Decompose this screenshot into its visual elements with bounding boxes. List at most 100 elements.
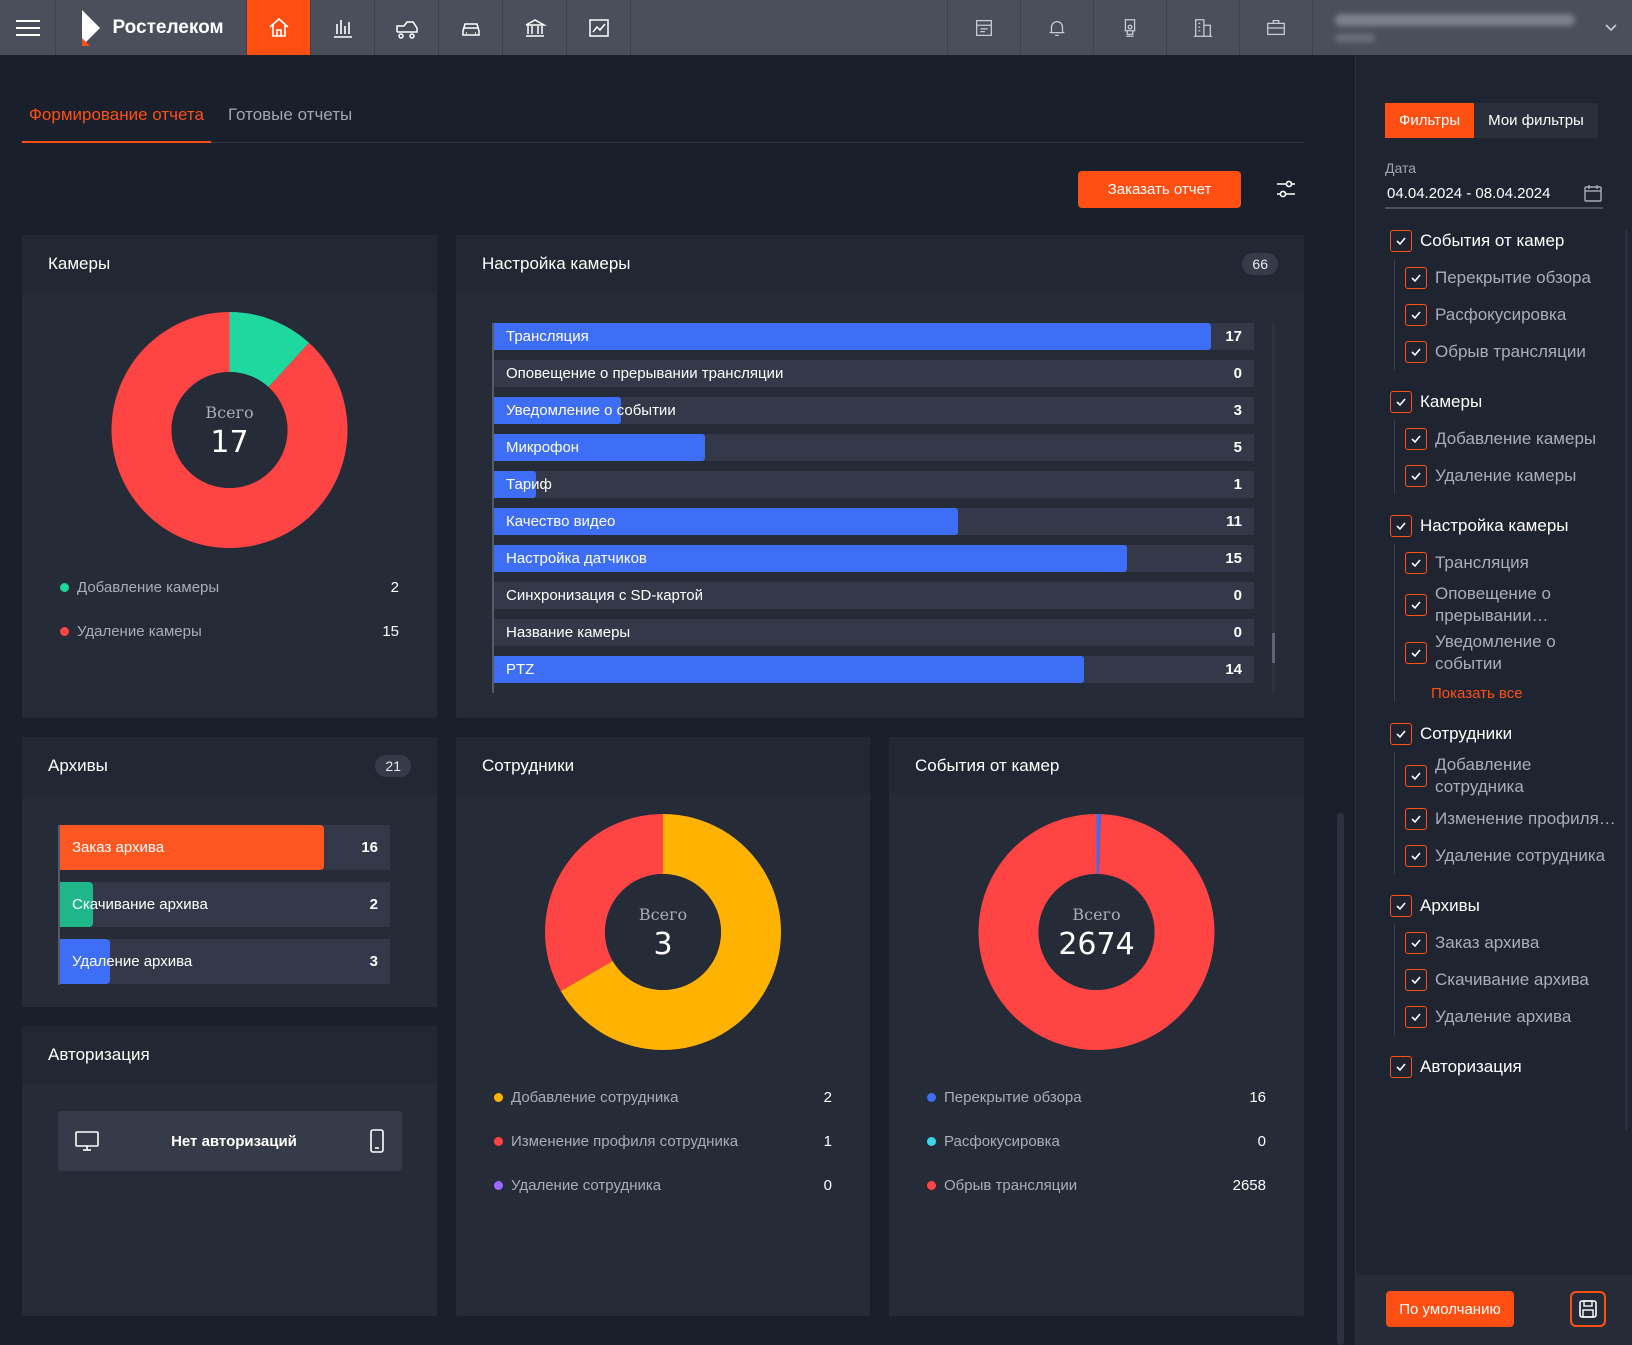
nav-button-home[interactable] <box>247 0 311 55</box>
checkbox[interactable] <box>1405 968 1427 991</box>
filter-item[interactable]: Изменение профиля… <box>1405 800 1620 837</box>
brand-logo[interactable]: Ростелеком <box>55 0 247 55</box>
cameras-slice-0[interactable] <box>229 312 309 388</box>
employees-legend-item[interactable]: Удаление сотрудника 0 <box>494 1163 832 1207</box>
checkbox[interactable] <box>1405 765 1427 787</box>
checkbox[interactable] <box>1405 642 1427 664</box>
events-legend-item[interactable]: Расфокусировка 0 <box>927 1119 1266 1163</box>
settings-bar[interactable]: Оповещение о прерывании трансляции 0 <box>494 360 1254 387</box>
checkbox[interactable] <box>1405 427 1427 450</box>
settings-bar[interactable]: Название камеры 0 <box>494 619 1254 646</box>
checkbox[interactable] <box>1390 1056 1412 1078</box>
settings-bar[interactable]: PTZ 14 <box>494 656 1254 683</box>
checkbox[interactable] <box>1390 230 1412 252</box>
settings-bar[interactable]: Качество видео 11 <box>494 508 1254 535</box>
nav-button-truck[interactable] <box>375 0 439 55</box>
checkbox[interactable] <box>1405 1005 1427 1028</box>
sidebar-scrollbar[interactable] <box>1625 230 1628 1130</box>
toolbar-button-building[interactable] <box>1166 0 1239 55</box>
filter-item[interactable]: Удаление сотрудника <box>1405 837 1620 874</box>
filter-item[interactable]: Скачивание архива <box>1405 961 1620 998</box>
toolbar-button-calendar-card[interactable] <box>947 0 1020 55</box>
events-slice-0[interactable] <box>1096 814 1101 875</box>
sliders-icon[interactable] <box>1274 177 1298 201</box>
nav-button-bar-chart[interactable] <box>311 0 375 55</box>
tab-filters[interactable]: Фильтры <box>1385 103 1475 138</box>
settings-bar[interactable]: Тариф 1 <box>494 471 1254 498</box>
filter-item[interactable]: Обрыв трансляции <box>1405 333 1620 370</box>
toolbar-button-bell[interactable] <box>1020 0 1093 55</box>
default-button[interactable]: По умолчанию <box>1386 1291 1514 1327</box>
filter-item[interactable]: Заказ архива <box>1405 924 1620 961</box>
filter-item[interactable]: Трансляция <box>1405 544 1620 581</box>
checkbox[interactable] <box>1405 340 1427 363</box>
date-range-input[interactable]: 04.04.2024 - 08.04.2024 <box>1385 179 1603 209</box>
checkbox[interactable] <box>1405 266 1427 289</box>
events-legend-item[interactable]: Перекрытие обзора 16 <box>927 1075 1266 1119</box>
filter-group-checkbox[interactable]: Настройка камеры <box>1390 508 1620 544</box>
events-slice-2[interactable] <box>978 814 1215 1050</box>
filter-group-checkbox[interactable]: Архивы <box>1390 888 1620 924</box>
filter-group: Камеры Добавление камеры Удаление камеры <box>1390 384 1620 494</box>
bar-chart-scroll-thumb[interactable] <box>1272 633 1275 663</box>
filter-group-checkbox[interactable]: События от камер <box>1390 223 1620 259</box>
checkbox[interactable] <box>1405 551 1427 574</box>
employees-slice-1[interactable] <box>545 814 663 991</box>
cameras-legend-item[interactable]: Добавление камеры 2 <box>60 565 399 609</box>
employees-legend-item[interactable]: Изменение профиля сотрудника 1 <box>494 1119 832 1163</box>
events-legend-item[interactable]: Обрыв трансляции 2658 <box>927 1163 1266 1207</box>
checkbox[interactable] <box>1405 807 1427 830</box>
filter-item[interactable]: Добавление камеры <box>1405 420 1620 457</box>
checkbox[interactable] <box>1390 895 1412 917</box>
employees-legend-item[interactable]: Добавление сотрудника 2 <box>494 1075 832 1119</box>
archive-bar[interactable]: Заказ архива 16 <box>60 825 390 870</box>
show-all-link[interactable]: Показать все <box>1431 685 1523 702</box>
checkbox[interactable] <box>1405 844 1427 867</box>
settings-bar-value: 5 <box>1233 439 1242 456</box>
cameras-slice-1[interactable] <box>111 312 348 548</box>
checkbox[interactable] <box>1390 391 1412 413</box>
filter-item[interactable]: Удаление архива <box>1405 998 1620 1035</box>
toolbar-button-camera[interactable] <box>1093 0 1166 55</box>
filter-item[interactable]: Удаление камеры <box>1405 457 1620 494</box>
settings-bar-label: Тариф <box>506 476 552 493</box>
main-scrollbar[interactable] <box>1337 813 1344 1345</box>
nav-button-bank[interactable] <box>503 0 567 55</box>
bar-chart-scrollbar[interactable] <box>1272 323 1275 693</box>
filter-item[interactable]: Расфокусировка <box>1405 296 1620 333</box>
settings-bar[interactable]: Настройка датчиков 15 <box>494 545 1254 572</box>
settings-bar[interactable]: Микрофон 5 <box>494 434 1254 461</box>
filter-item[interactable]: Добавление сотрудника <box>1405 752 1620 800</box>
tab-my-filters[interactable]: Мои фильтры <box>1474 103 1598 138</box>
archive-bar[interactable]: Скачивание архива 2 <box>60 882 390 927</box>
settings-bar[interactable]: Уведомление о событии 3 <box>494 397 1254 424</box>
filter-item[interactable]: Уведомление о событии <box>1405 629 1620 677</box>
order-report-button[interactable]: Заказать отчет <box>1078 171 1241 208</box>
filter-group-checkbox[interactable]: Сотрудники <box>1390 716 1620 752</box>
checkbox[interactable] <box>1405 303 1427 326</box>
tab-build-report[interactable]: Формирование отчета <box>22 93 211 143</box>
checkbox[interactable] <box>1405 464 1427 487</box>
settings-bar[interactable]: Трансляция 17 <box>494 323 1254 350</box>
filter-group-checkbox[interactable]: Авторизация <box>1390 1049 1620 1085</box>
archive-bar[interactable]: Удаление архива 3 <box>60 939 390 984</box>
calendar-icon[interactable] <box>1583 183 1603 203</box>
save-button[interactable] <box>1570 1291 1606 1327</box>
cameras-legend-item[interactable]: Удаление камеры 15 <box>60 609 399 653</box>
menu-button[interactable] <box>0 0 55 55</box>
employees-slice-0[interactable] <box>560 814 781 1050</box>
toolbar-button-briefcase[interactable] <box>1239 0 1312 55</box>
employees-legend-dot <box>494 1136 503 1146</box>
checkbox[interactable] <box>1405 931 1427 954</box>
filter-item[interactable]: Перекрытие обзора <box>1405 259 1620 296</box>
checkbox[interactable] <box>1390 723 1412 745</box>
tab-ready-reports[interactable]: Готовые отчеты <box>227 105 353 124</box>
checkbox[interactable] <box>1405 594 1427 616</box>
filter-item[interactable]: Оповещение о прерывании… <box>1405 581 1620 629</box>
filter-group-checkbox[interactable]: Камеры <box>1390 384 1620 420</box>
user-menu[interactable] <box>1312 0 1632 55</box>
nav-button-trend-chart[interactable] <box>567 0 631 55</box>
settings-bar[interactable]: Синхронизация с SD-картой 0 <box>494 582 1254 609</box>
checkbox[interactable] <box>1390 515 1412 537</box>
nav-button-car[interactable] <box>439 0 503 55</box>
